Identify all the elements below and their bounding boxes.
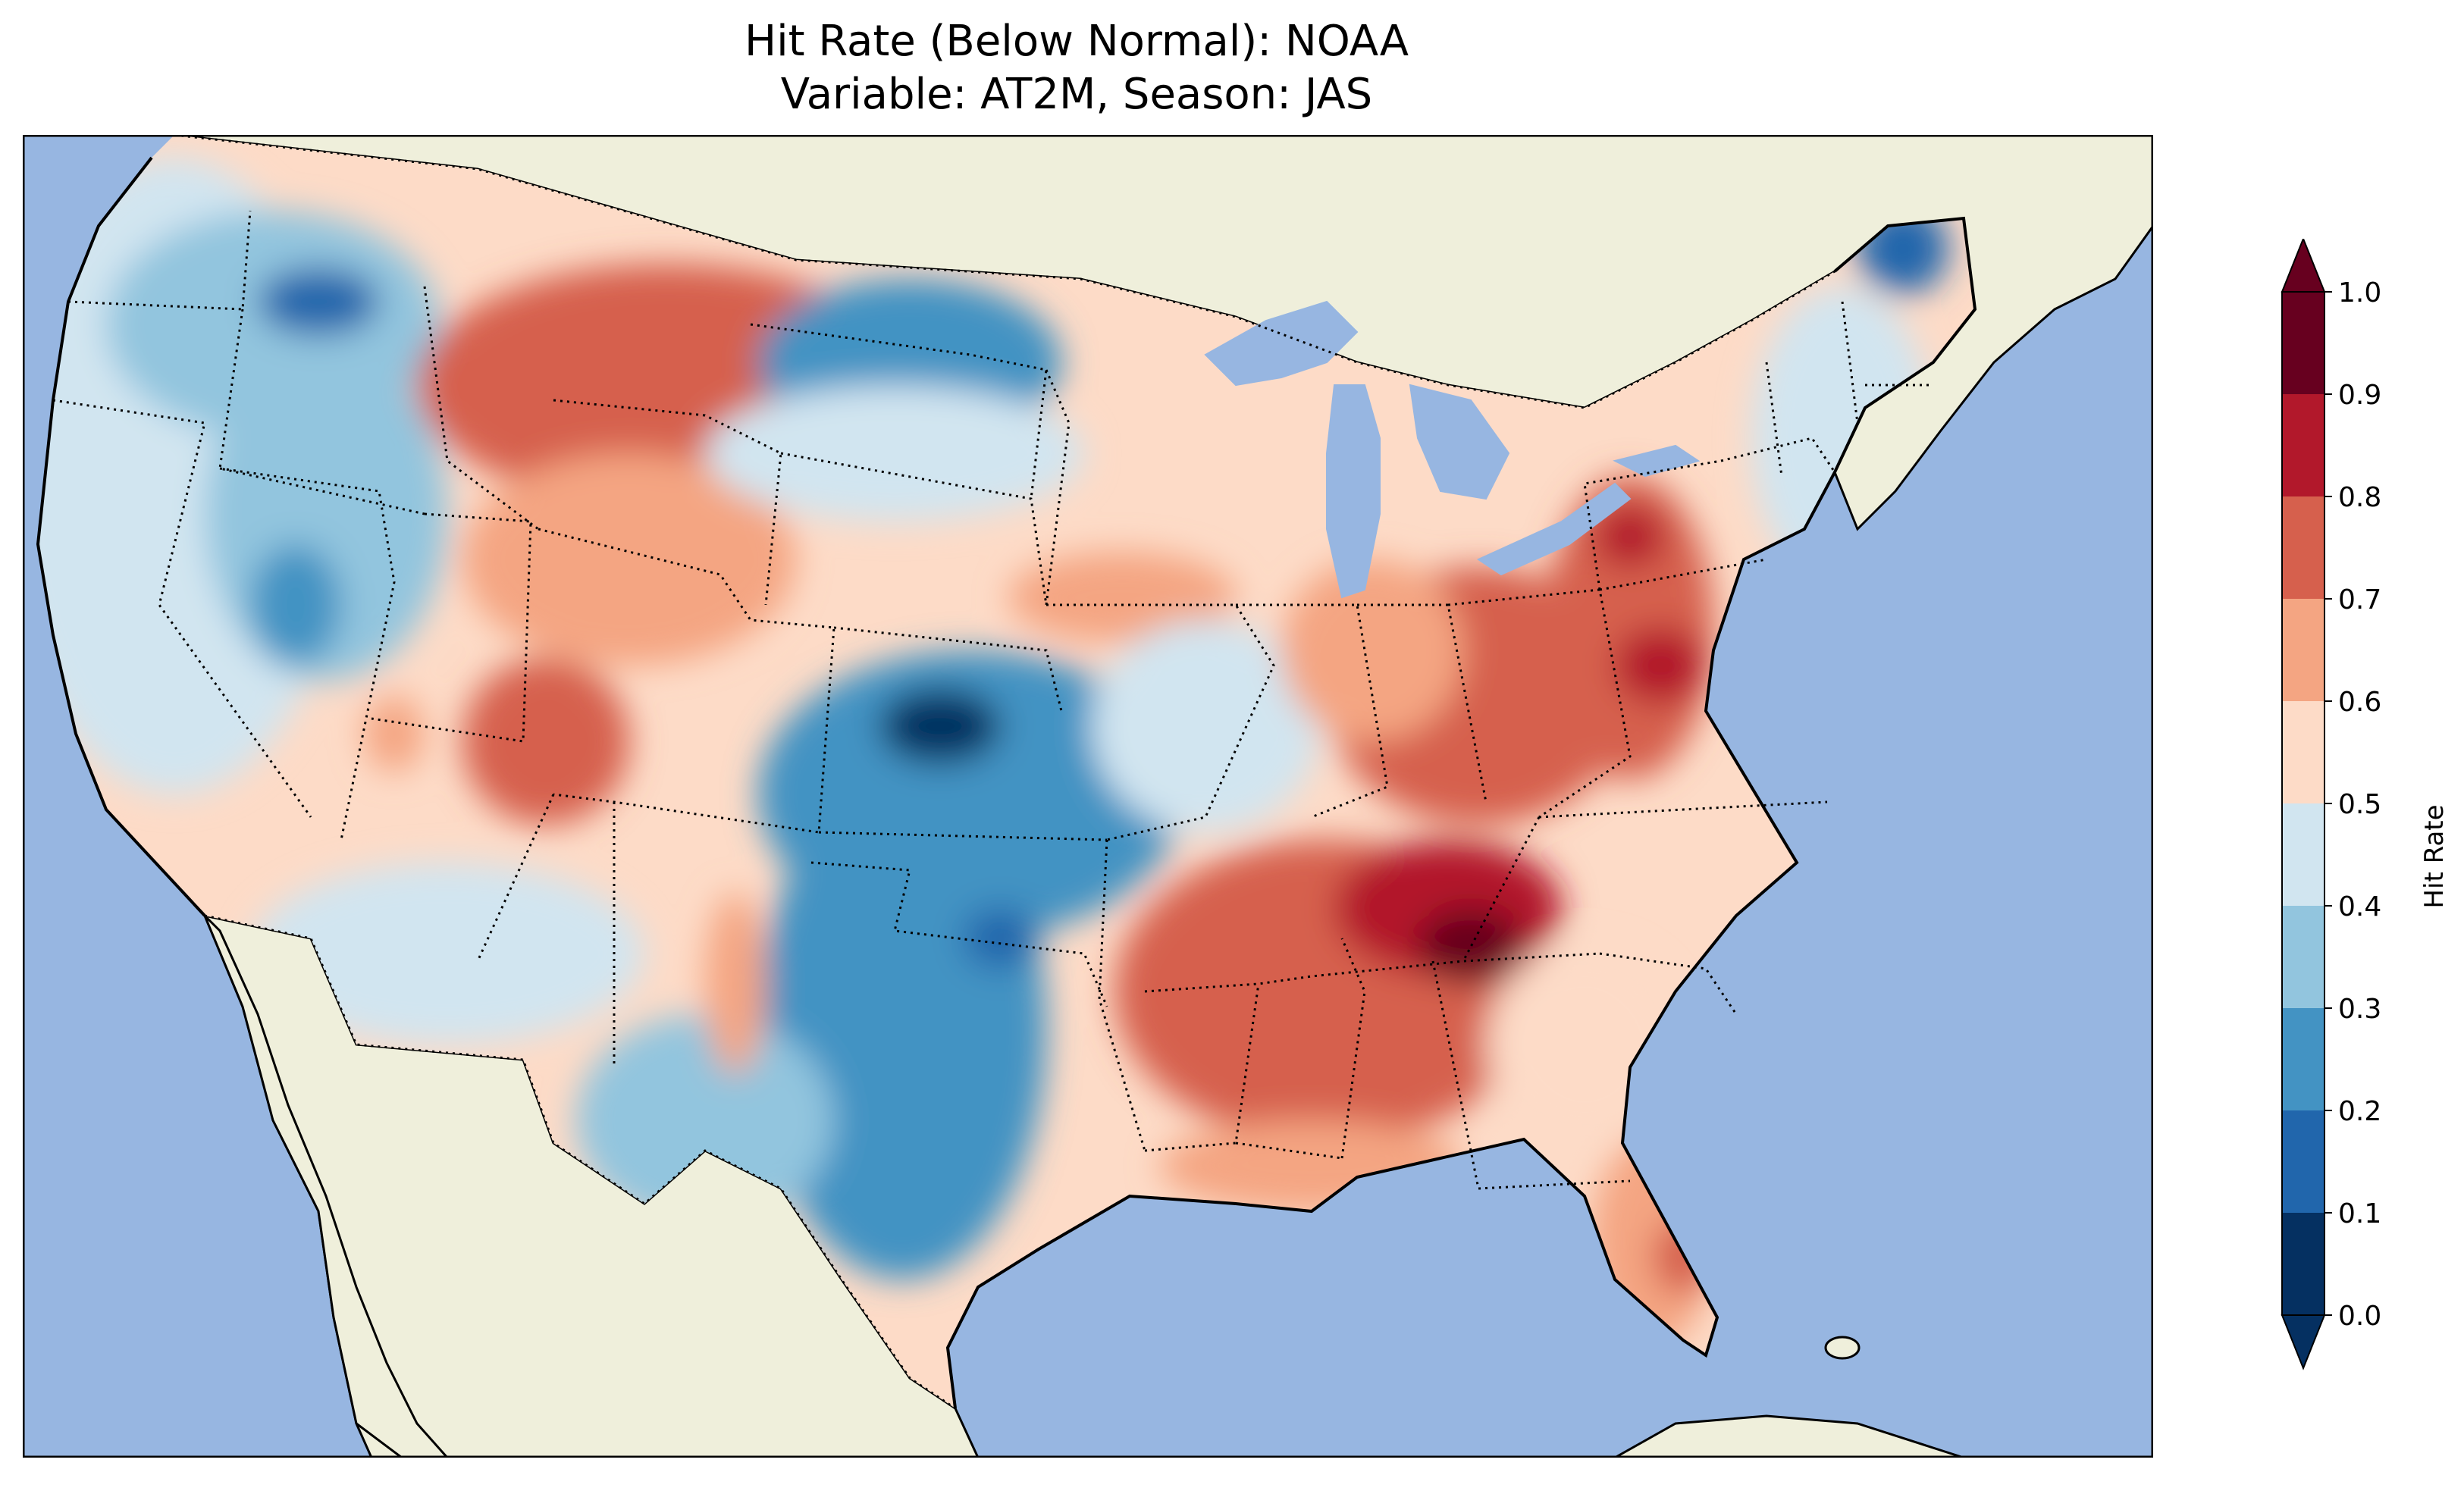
- colorbar-segment: [2282, 1213, 2324, 1315]
- us-mexico-border: [204, 914, 956, 1410]
- pennsylvania-dark-red: [1596, 506, 1664, 567]
- colorbar-segment: [2282, 701, 2324, 803]
- oklahoma-dark-blue: [963, 908, 1039, 969]
- lake-michigan: [1326, 384, 1381, 599]
- colorbar-tick-label: 0.9: [2338, 380, 2381, 411]
- colorbar-tick-label: 0.4: [2338, 891, 2381, 922]
- map-title-line-2: Variable: AT2M, Season: JAS: [780, 70, 1373, 119]
- oklahoma-texas-blue: [758, 779, 1046, 1279]
- kansas-nebraska-dark-blue: [879, 688, 1001, 764]
- great-plains-light-blue: [705, 385, 1084, 521]
- southwest-light-blue: [250, 863, 644, 1045]
- colorbar-body: 0.0 0.1 0.2 0.3 0.4 0.5 0.6 0.7 0.8 0.9 1.0: [2281, 239, 2381, 1370]
- new-mexico-salmon: [705, 893, 766, 1075]
- colorbar-segment: [2282, 292, 2324, 394]
- cuba-land: [1612, 1414, 1964, 1458]
- pennsylvania-virginia-red: [1547, 476, 1713, 779]
- colorado-utah-red: [462, 658, 629, 825]
- hit-rate-field: [38, 158, 1948, 1348]
- tennessee-darkest: [1418, 908, 1524, 984]
- indiana-salmon: [1281, 559, 1463, 741]
- colorbar-segment: [2282, 1008, 2324, 1110]
- lake-superior: [1204, 300, 1359, 387]
- colorbar-tick-label: 0.1: [2338, 1198, 2381, 1229]
- virginia-dark-red: [1615, 628, 1706, 703]
- colorbar-tick-label: 1.0: [2338, 277, 2381, 309]
- lake-huron: [1409, 384, 1510, 500]
- map-plot: [23, 135, 2153, 1458]
- map-title-line-1: Hit Rate (Below Normal): NOAA: [744, 17, 1409, 66]
- colorbar-segment: [2282, 1110, 2324, 1213]
- nevada-salmon: [364, 696, 425, 772]
- colorbar-tick-label: 0.2: [2338, 1096, 2381, 1127]
- colorbar-tick-label: 0.7: [2338, 584, 2381, 615]
- colorbar-segment: [2282, 599, 2324, 701]
- colorbar-segment: [2282, 803, 2324, 906]
- state-borders: [52, 210, 1933, 1190]
- missouri-light-blue: [1092, 620, 1319, 832]
- colorbar-tick-label: 0.6: [2338, 687, 2381, 718]
- map-frame: [23, 135, 2153, 1458]
- iowa-salmon: [1008, 552, 1236, 643]
- bahamas-island: [1824, 1336, 1861, 1360]
- colorbar-tick-label: 0.0: [2338, 1301, 2381, 1332]
- pacific-northwest-dark-blue: [258, 268, 379, 336]
- lake-ontario: [1613, 444, 1701, 478]
- wyoming-salmon: [462, 453, 796, 666]
- colorbar: 0.0 0.1 0.2 0.3 0.4 0.5 0.6 0.7 0.8 0.9 1.0 Hit Ra…: [2281, 239, 2450, 1370]
- colorbar-segment: [2282, 394, 2324, 496]
- baja-land: [203, 914, 450, 1458]
- colorbar-tick-label: 0.5: [2338, 789, 2381, 820]
- colorbar-segment: [2282, 496, 2324, 599]
- colorbar-segment: [2282, 906, 2324, 1008]
- colorbar-extend-min: [2281, 1314, 2326, 1370]
- colorbar-tick-label: 0.8: [2338, 482, 2381, 513]
- nevada-blue: [250, 544, 341, 666]
- west-texas-light-blue: [576, 1014, 834, 1226]
- colorbar-tick-label: 0.3: [2338, 994, 2381, 1025]
- colorbar-extend-max: [2281, 239, 2326, 293]
- us-coastline: [36, 156, 1977, 1409]
- great-lakes: [1204, 300, 1701, 599]
- colorbar-label: Hit Rate: [2419, 804, 2450, 908]
- lake-erie: [1476, 482, 1632, 576]
- us-canada-border: [174, 135, 1835, 409]
